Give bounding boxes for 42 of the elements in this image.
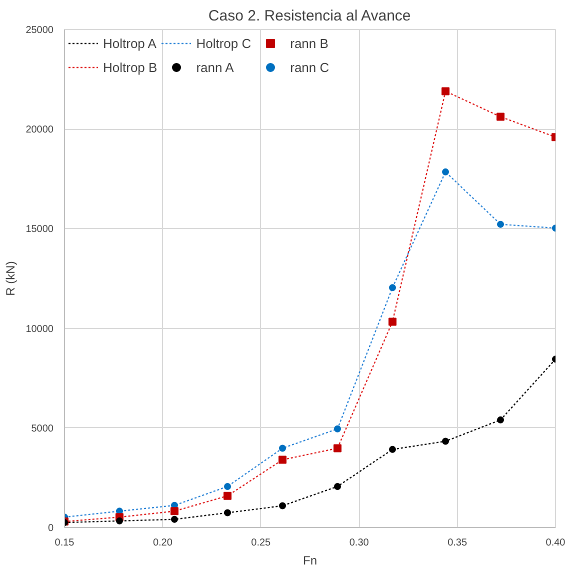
point [279, 502, 286, 510]
point [224, 492, 232, 500]
legend-label: Holtrop B [103, 60, 158, 74]
y-tick-label: 10000 [26, 324, 54, 335]
x-axis-title: Fn [303, 554, 318, 568]
point [388, 284, 396, 292]
point [279, 444, 286, 452]
legend-label: rann A [196, 60, 234, 74]
point [170, 507, 178, 516]
point [224, 482, 232, 490]
point [442, 438, 450, 445]
x-tick-label: 0.30 [349, 538, 370, 548]
y-axis-title: R (kN) [4, 261, 18, 296]
legend-label: Holtrop A [103, 36, 156, 50]
point [388, 318, 396, 326]
legend-label: rann B [290, 36, 328, 50]
point [497, 220, 504, 228]
y-tick-label: 15000 [26, 224, 54, 236]
y-tick-label: 20000 [26, 124, 54, 136]
point [116, 517, 123, 524]
legend-label: rann C [290, 60, 330, 74]
x-tick-label: 0.15 [54, 538, 75, 548]
point [334, 482, 341, 490]
chart-title: Caso 2. Resistencia al Avance [208, 8, 411, 24]
legend-label: Holtrop C [196, 36, 252, 50]
point [442, 168, 450, 176]
y-tick-label: 0 [48, 523, 54, 534]
x-tick-label: 0.20 [152, 538, 173, 548]
point [278, 456, 287, 464]
x-tick-label: 0.40 [546, 538, 566, 548]
point [497, 416, 504, 424]
x-tick-label: 0.35 [448, 538, 468, 548]
point [334, 425, 341, 432]
point [224, 509, 232, 516]
point [388, 446, 396, 453]
point [442, 87, 450, 96]
point [333, 444, 342, 452]
y-tick-label: 5000 [31, 423, 54, 434]
y-tick-label: 25000 [26, 25, 54, 36]
point [496, 112, 505, 121]
point [170, 516, 178, 523]
x-tick-label: 0.25 [251, 538, 272, 548]
